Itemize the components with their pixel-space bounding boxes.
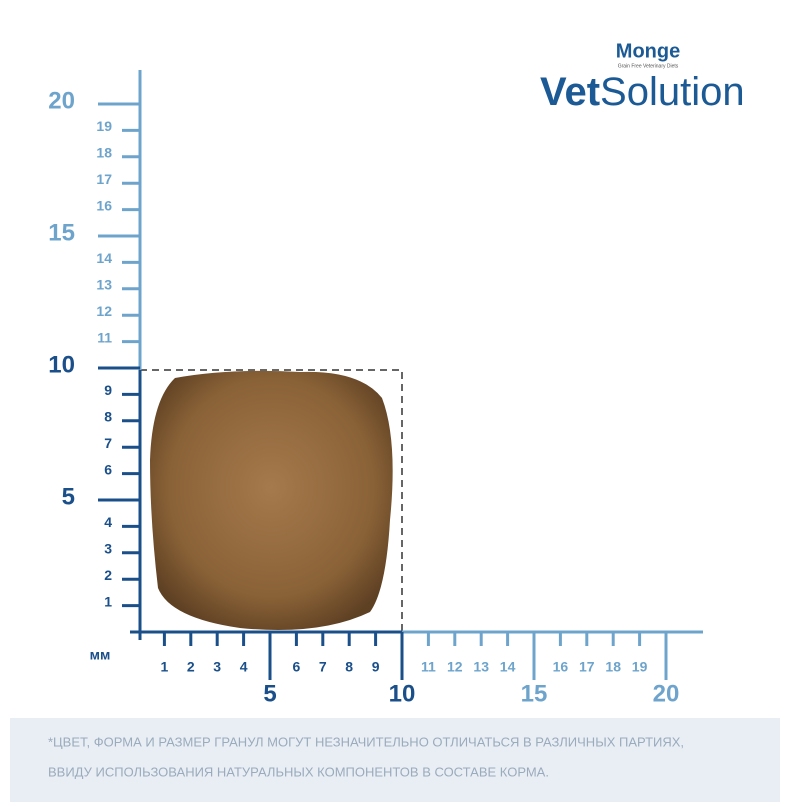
y-minor-label: 11 xyxy=(97,329,112,345)
size-box xyxy=(140,369,403,632)
x-minor-label: 7 xyxy=(319,659,327,675)
footnote-band xyxy=(10,718,780,802)
brand-line-light: Solution xyxy=(600,70,745,114)
x-major-label: 15 xyxy=(521,680,548,707)
brand-tagline: Grain Free Veterinary Diets xyxy=(618,63,679,69)
x-minor-label: 1 xyxy=(161,659,169,675)
x-minor-label: 13 xyxy=(473,659,489,675)
x-major-label: 10 xyxy=(389,680,416,707)
x-minor-label: 6 xyxy=(293,659,301,675)
y-major-label: 5 xyxy=(62,483,75,510)
unit-label: мм xyxy=(90,647,111,663)
y-minor-label: 13 xyxy=(96,277,112,293)
x-minor-label: 9 xyxy=(372,659,380,675)
y-minor-label: 17 xyxy=(96,171,112,187)
x-major-label: 20 xyxy=(653,680,680,707)
x-major-label: 5 xyxy=(263,680,276,707)
kibble xyxy=(150,370,393,630)
x-minor-label: 16 xyxy=(553,659,569,675)
y-minor-label: 6 xyxy=(104,461,112,477)
y-minor-label: 8 xyxy=(104,409,112,425)
y-minor-label: 19 xyxy=(96,118,112,134)
x-minor-label: 17 xyxy=(579,659,595,675)
x-minor-label: 4 xyxy=(240,659,248,675)
x-minor-label: 8 xyxy=(345,659,353,675)
brand-line: VetSolution xyxy=(540,70,745,114)
brand-line-bold: Vet xyxy=(540,70,600,114)
y-minor-label: 18 xyxy=(96,145,112,161)
y-minor-label: 14 xyxy=(96,250,112,266)
y-minor-label: 2 xyxy=(104,567,112,583)
brand-maker: Monge xyxy=(616,40,680,62)
y-major-label: 20 xyxy=(48,87,75,114)
y-major-label: 10 xyxy=(48,351,75,378)
x-minor-label: 11 xyxy=(421,659,436,675)
y-minor-label: 7 xyxy=(104,435,112,451)
y-minor-label: 9 xyxy=(104,382,112,398)
footnote-line: *ЦВЕТ, ФОРМА И РАЗМЕР ГРАНУЛ МОГУТ НЕЗНА… xyxy=(48,734,684,749)
y-minor-label: 3 xyxy=(104,541,112,557)
x-minor-label: 19 xyxy=(632,659,648,675)
footnote-line: ВВИДУ ИСПОЛЬЗОВАНИЯ НАТУРАЛЬНЫХ КОМПОНЕН… xyxy=(48,764,549,779)
y-minor-label: 16 xyxy=(96,197,112,213)
x-minor-label: 14 xyxy=(500,659,516,675)
x-minor-label: 18 xyxy=(605,659,621,675)
y-major-label: 15 xyxy=(48,219,75,246)
x-minor-label: 2 xyxy=(187,659,195,675)
y-minor-label: 4 xyxy=(104,514,112,530)
y-minor-label: 12 xyxy=(96,303,112,319)
x-minor-label: 12 xyxy=(447,659,463,675)
x-minor-label: 3 xyxy=(213,659,221,675)
y-minor-label: 1 xyxy=(104,593,112,609)
